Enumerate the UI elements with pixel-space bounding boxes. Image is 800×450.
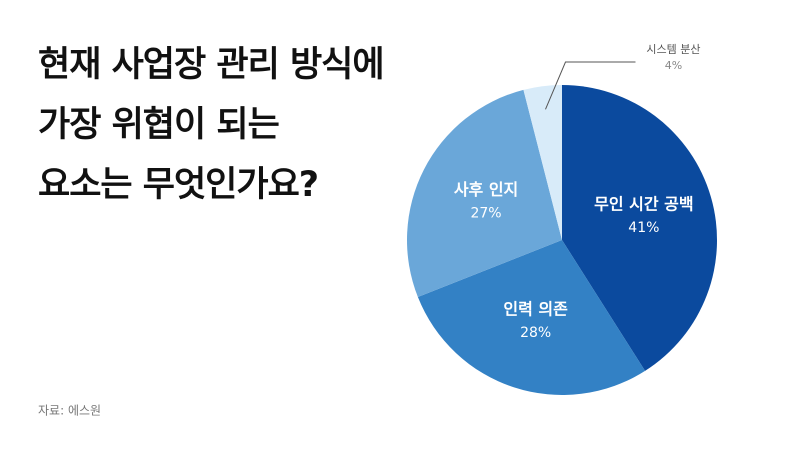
slice-label: 무인 시간 공백 [594, 195, 693, 214]
slice-value: 4% [665, 59, 682, 72]
leader-line [545, 61, 636, 110]
source: 자료: 에스원 [38, 404, 101, 418]
slice-label: 사후 인지 [454, 180, 518, 199]
slice-label: 시스템 분산 [646, 43, 700, 56]
slice-value: 41% [628, 220, 659, 236]
slice-label: 인력 의존 [503, 300, 568, 319]
chart-title: 요소는 무엇인가요? [38, 165, 318, 205]
slice-value: 27% [470, 205, 501, 221]
chart-title: 현재 사업장 관리 방식에 [38, 45, 384, 85]
pie-slice [417, 240, 646, 395]
pie-slice [523, 85, 562, 240]
chart-title: 가장 위협이 되는 [38, 105, 279, 145]
pie-slice [406, 89, 562, 298]
slice-value: 28% [520, 325, 551, 341]
pie-slice [562, 85, 717, 371]
